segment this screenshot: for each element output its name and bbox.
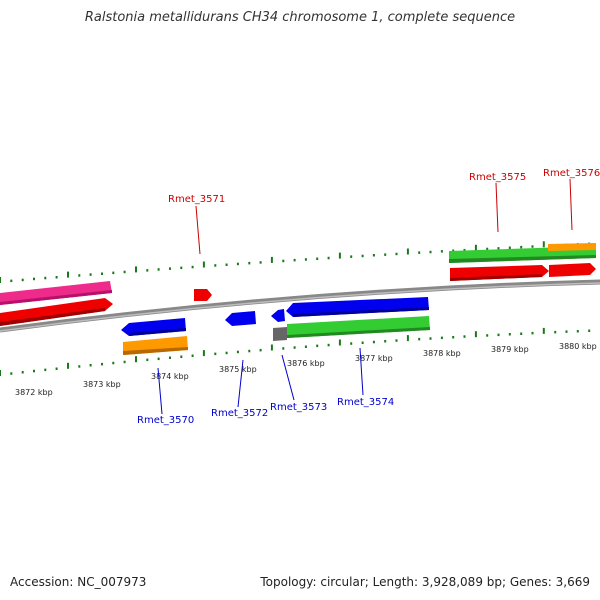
gene-feature-rmet-3574[interactable] — [286, 297, 429, 317]
kbp-label: 3879 kbp — [491, 345, 529, 354]
kbp-label: 3877 kbp — [355, 354, 393, 363]
gene-feature-rmet-3572[interactable] — [225, 311, 256, 326]
kbp-label: 3873 kbp — [83, 380, 121, 389]
gene-label-rmet-3574[interactable]: Rmet_3574 — [337, 397, 394, 408]
kbp-label: 3872 kbp — [15, 388, 53, 397]
forward-features — [0, 243, 596, 326]
gene-feature-rmet-3571[interactable] — [194, 289, 212, 301]
gene-label-rmet-3572[interactable]: Rmet_3572 — [211, 408, 268, 419]
reverse-features — [121, 297, 430, 355]
gene-feature-rmet-3576[interactable] — [548, 243, 596, 251]
kbp-label: 3874 kbp — [151, 372, 189, 381]
gene-feature[interactable] — [287, 316, 430, 338]
forward-strand-scale — [0, 241, 591, 283]
chromosome-backbone — [0, 279, 600, 333]
gene-label-rmet-3570[interactable]: Rmet_3570 — [137, 415, 194, 426]
kbp-label: 3875 kbp — [219, 365, 257, 374]
gene-label-rmet-3571[interactable]: Rmet_3571 — [168, 194, 225, 205]
kbp-label: 3876 kbp — [287, 359, 325, 368]
gene-feature[interactable] — [549, 263, 596, 277]
kbp-label: 3880 kbp — [559, 342, 597, 351]
accession-text: Accession: NC_007973 — [10, 575, 147, 589]
gene-label-rmet-3576[interactable]: Rmet_3576 — [543, 168, 600, 179]
gene-feature[interactable] — [273, 327, 287, 341]
gene-label-rmet-3573[interactable]: Rmet_3573 — [270, 402, 327, 413]
gene-feature-rmet-3573[interactable] — [271, 309, 285, 322]
kbp-label: 3878 kbp — [423, 349, 461, 358]
reverse-strand-scale — [0, 327, 591, 376]
summary-text: Topology: circular; Length: 3,928,089 bp… — [260, 575, 590, 589]
map-title: Ralstonia metallidurans CH34 chromosome … — [84, 10, 516, 25]
gene-label-rmet-3575[interactable]: Rmet_3575 — [469, 172, 526, 183]
